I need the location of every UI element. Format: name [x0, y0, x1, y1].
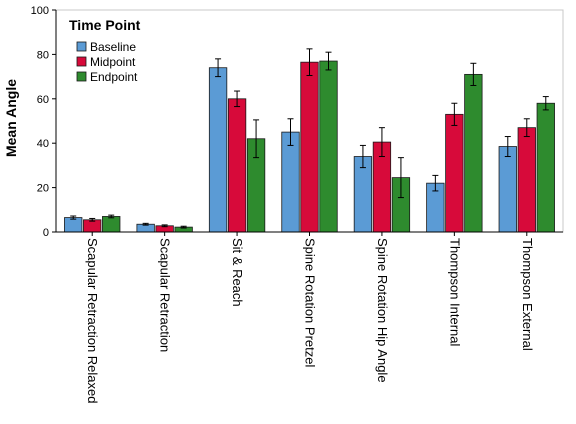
x-tick-label: Scapular Retraction Relaxed [85, 238, 100, 403]
x-axis: Scapular Retraction Relaxed Scapular Retr… [56, 231, 563, 403]
legend-title: Time Point [69, 17, 141, 33]
x-tick-label: Thompson External [520, 238, 535, 351]
bar [445, 113, 464, 233]
y-axis: 0 20 40 60 80 100 [31, 5, 57, 239]
bar [319, 60, 338, 233]
x-tick-label: Sit & Reach [230, 238, 245, 307]
x-tick-label: Thompson Internal [447, 238, 462, 347]
legend-label: Midpoint [90, 55, 136, 69]
legend-swatch [76, 71, 87, 82]
bar [536, 102, 555, 233]
bar [300, 61, 319, 233]
bar [464, 73, 483, 233]
bar [517, 127, 536, 233]
bar [64, 217, 83, 233]
bar [208, 67, 228, 233]
y-tick-label: 0 [43, 227, 49, 239]
x-tick-label: Spine Rotation Pretzel [303, 238, 318, 367]
y-tick-label: 20 [37, 183, 49, 195]
legend-label: Baseline [90, 40, 136, 54]
bar [281, 131, 300, 233]
y-tick-label: 80 [37, 49, 49, 61]
y-tick-label: 100 [31, 5, 49, 17]
legend-swatch [76, 41, 87, 52]
bar [227, 98, 247, 233]
x-tick-label: Scapular Retraction [158, 238, 173, 352]
y-tick-label: 60 [37, 94, 49, 106]
x-tick-label: Spine Rotation Hip Angle [375, 238, 390, 383]
y-tick-label: 40 [37, 138, 49, 150]
legend-swatch [76, 56, 87, 67]
bar [498, 146, 517, 233]
legend-label: Endpoint [90, 70, 138, 84]
y-axis-label: Mean Angle [3, 79, 19, 157]
bar [102, 216, 121, 233]
